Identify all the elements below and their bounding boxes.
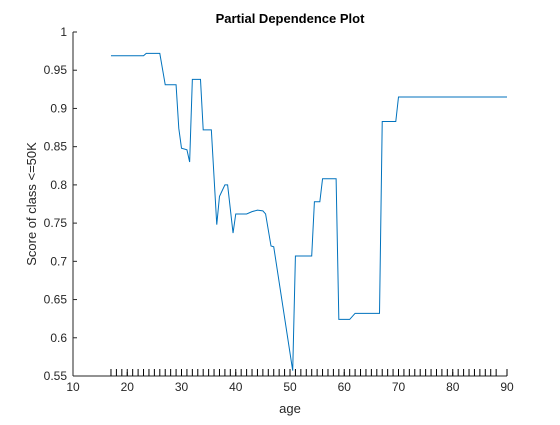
y-tick-label: 0.85 (44, 140, 68, 154)
y-tick-label: 0.8 (50, 178, 67, 192)
y-tick-label: 0.7 (50, 254, 67, 268)
y-tick-label: 0.65 (44, 293, 68, 307)
y-axis-label: Score of class <=50K (24, 142, 39, 266)
x-tick-label: 40 (229, 380, 243, 394)
y-tick-label: 0.95 (44, 63, 68, 77)
x-tick-label: 50 (283, 380, 297, 394)
x-tick-label: 10 (66, 380, 80, 394)
y-tick-label: 0.6 (50, 331, 67, 345)
y-tick-label: 0.75 (44, 216, 68, 230)
x-tick-label: 90 (500, 380, 514, 394)
y-tick-label: 1 (60, 25, 67, 39)
y-tick-label: 0.9 (50, 101, 67, 115)
series-line (110, 52, 507, 371)
plot-area: 10 20 30 40 50 60 70 80 90 0.55 0.6 0.65 0.7 0.75 0.8 0… (44, 25, 514, 394)
x-tick-label: 60 (338, 380, 352, 394)
x-tick-label: 30 (175, 380, 189, 394)
x-axis-label: age (279, 401, 301, 416)
y-tick-label: 0.55 (44, 369, 68, 383)
x-tick-label: 70 (392, 380, 406, 394)
x-tick-label: 80 (446, 380, 460, 394)
x-tick-label: 20 (121, 380, 135, 394)
chart-title: Partial Dependence Plot (216, 11, 365, 26)
